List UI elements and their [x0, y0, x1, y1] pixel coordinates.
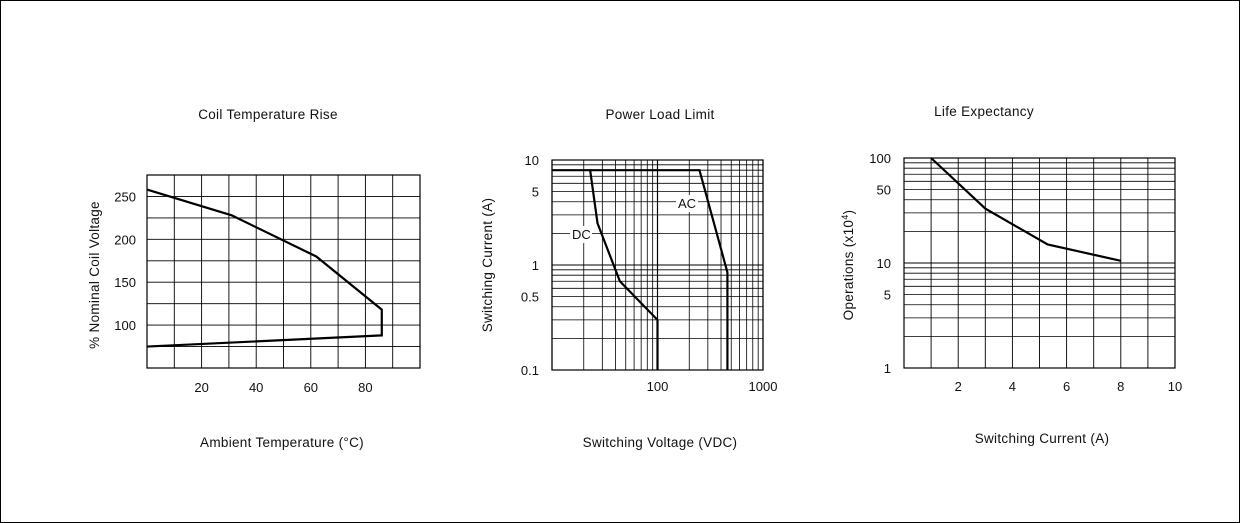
y-tick-label: 250 — [114, 189, 136, 204]
series-line — [552, 169, 659, 370]
series-lines — [146, 188, 383, 348]
coil-temperature-rise-chart: Coil Temperature Rise Ambient Temperatur… — [87, 107, 421, 450]
y-tick-label: 1 — [532, 258, 539, 273]
x-tick-label: 80 — [358, 380, 372, 395]
y-tick-label: 0.1 — [521, 363, 539, 378]
x-tick-label: 2 — [955, 379, 962, 394]
y-tick-label: 200 — [114, 232, 136, 247]
series-annotation: DC — [572, 227, 591, 242]
y-tick-label: 10 — [877, 256, 891, 271]
series-line — [930, 157, 1122, 262]
series-annotation: AC — [678, 196, 696, 211]
x-tick-label: 40 — [249, 380, 263, 395]
series-lines — [930, 157, 1122, 262]
grid — [903, 157, 1176, 369]
y-axis-label-base: Operations (x10 — [841, 220, 856, 321]
x-axis-label: Ambient Temperature (°C) — [200, 435, 364, 450]
x-tick-label: 6 — [1063, 379, 1070, 394]
y-tick-label: 100 — [869, 151, 891, 166]
tick-labels: 20 40 60 80 100 150 200 250 — [114, 189, 372, 395]
y-tick-label: 150 — [114, 275, 136, 290]
x-tick-label: 8 — [1117, 379, 1124, 394]
y-tick-label: 50 — [877, 183, 891, 198]
series-annotations: DC AC — [570, 195, 698, 243]
annotation-backing — [676, 195, 698, 212]
x-tick-label: 20 — [194, 380, 208, 395]
tick-labels: 100 1000 0.1 0.5 1 5 10 — [521, 153, 778, 394]
power-load-limit-chart: Power Load Limit Switching Voltage (VDC)… — [480, 107, 777, 450]
y-tick-label: 1 — [884, 361, 891, 376]
series-lines — [552, 169, 729, 370]
life-expectancy-chart: Life Expectancy Switching Current (A) Op… — [840, 104, 1182, 446]
y-axis-label-tail: ) — [841, 210, 856, 215]
series-line — [590, 169, 729, 370]
x-tick-label: 10 — [1168, 379, 1182, 394]
grid — [146, 174, 421, 369]
y-tick-label: 0.5 — [521, 290, 539, 305]
y-axis-label: Operations (x104) — [840, 210, 856, 321]
chart-title: Coil Temperature Rise — [198, 107, 338, 122]
annotation-backing — [570, 226, 592, 243]
y-tick-label: 100 — [114, 318, 136, 333]
x-tick-label: 100 — [647, 379, 669, 394]
y-axis-label: Switching Current (A) — [480, 198, 495, 333]
chart-title: Life Expectancy — [934, 104, 1034, 119]
tick-labels: 2 4 6 8 10 1 5 10 50 100 — [869, 151, 1182, 394]
x-axis-label: Switching Voltage (VDC) — [583, 435, 738, 450]
y-axis-label-exponent: 4 — [840, 214, 850, 219]
series-line — [146, 188, 383, 348]
y-tick-label: 10 — [525, 153, 539, 168]
x-axis-label: Switching Current (A) — [975, 431, 1110, 446]
y-tick-label: 5 — [884, 288, 891, 303]
chart-title: Power Load Limit — [605, 107, 714, 122]
y-tick-label: 5 — [532, 185, 539, 200]
x-tick-label: 60 — [304, 380, 318, 395]
x-tick-label: 1000 — [749, 379, 778, 394]
x-tick-label: 4 — [1009, 379, 1016, 394]
y-axis-label: % Nominal Coil Voltage — [87, 201, 102, 349]
